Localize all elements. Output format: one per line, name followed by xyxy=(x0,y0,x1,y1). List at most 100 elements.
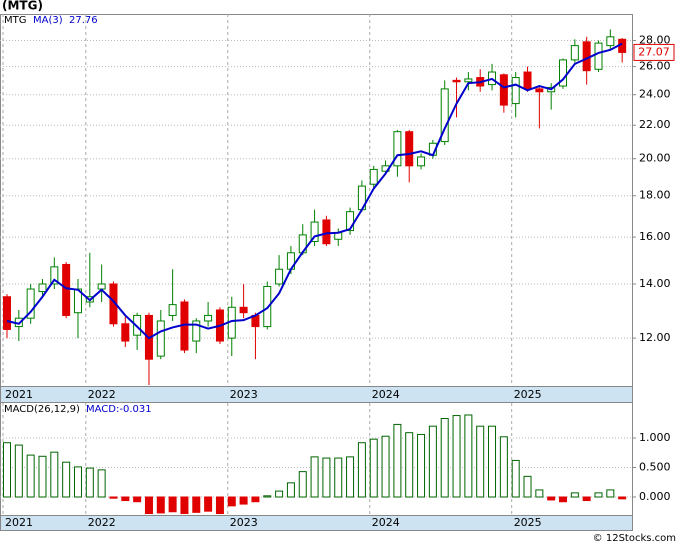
y-tick-label: 14.00 xyxy=(639,277,671,290)
candle-body xyxy=(62,263,71,316)
ma-line xyxy=(6,42,623,340)
macd-bar xyxy=(357,442,366,498)
macd-bar xyxy=(215,496,224,515)
macd-bar xyxy=(73,466,82,498)
y-tick-label: 0.000 xyxy=(639,490,671,503)
macd-bar xyxy=(499,436,508,498)
macd-bar xyxy=(559,496,568,503)
macd-bar xyxy=(180,496,189,515)
macd-bar xyxy=(3,442,11,498)
macd-bar xyxy=(227,496,236,507)
x-tick-label: 2024 xyxy=(372,516,400,529)
y-tick-label: 12.00 xyxy=(639,331,671,344)
x-tick-label: 2023 xyxy=(230,388,258,401)
macd-bar xyxy=(594,492,603,498)
candle-body xyxy=(452,79,461,83)
macd-bar xyxy=(286,482,295,498)
macd-bar xyxy=(109,496,118,499)
macd-bar xyxy=(144,496,153,515)
y-tick-label: 1.000 xyxy=(639,431,671,444)
y-tick-label: 16.00 xyxy=(639,230,671,243)
x-tick-label: 2023 xyxy=(230,516,258,529)
macd-bar xyxy=(405,432,414,498)
date-strip xyxy=(0,515,633,531)
y-tick-label: 24.00 xyxy=(639,88,671,101)
macd-bar xyxy=(452,415,461,498)
x-tick-label: 2024 xyxy=(372,388,400,401)
macd-bar xyxy=(369,438,378,498)
macd-bar xyxy=(322,457,331,498)
x-tick-label: 2021 xyxy=(5,516,33,529)
macd-bar xyxy=(251,496,260,503)
macd-bar xyxy=(298,471,307,498)
macd-bar xyxy=(121,496,130,502)
legend-label: MA(3) xyxy=(33,15,63,26)
macd-bar xyxy=(523,475,532,498)
y-tick-label: 18.00 xyxy=(639,189,671,202)
last-price-label: 27.07 xyxy=(638,45,670,58)
macd-bar xyxy=(239,496,248,505)
candle-body xyxy=(594,42,603,70)
macd-bar xyxy=(618,496,627,500)
macd-bar xyxy=(606,489,615,498)
macd-bar xyxy=(97,469,106,498)
candle-body xyxy=(346,211,355,232)
candle-body xyxy=(50,266,59,285)
candle-body xyxy=(417,156,426,167)
macd-bar xyxy=(310,456,319,498)
footer: © 12Stocks.com xyxy=(593,533,676,544)
macd-bar xyxy=(85,467,94,498)
y-tick-label: 22.00 xyxy=(639,118,671,131)
candle-body xyxy=(168,304,177,316)
candle-body xyxy=(393,131,402,167)
macd-bar xyxy=(168,496,177,513)
candle-body xyxy=(38,283,47,293)
candle-body xyxy=(582,41,591,72)
candle-body xyxy=(97,283,106,290)
candle-body xyxy=(322,219,331,245)
chart-title: (MTG) xyxy=(2,0,43,13)
y-tick-label: 20.00 xyxy=(639,152,671,165)
candle-body xyxy=(606,36,615,47)
candle-body xyxy=(239,306,248,314)
macd-bar xyxy=(192,496,201,513)
candle-body xyxy=(369,168,378,185)
y-tick-label: 26.00 xyxy=(639,60,671,73)
last-price-tag xyxy=(633,43,675,61)
macd-bar xyxy=(38,455,47,498)
symbol: MTG xyxy=(4,15,27,26)
y-tick-label: 0.500 xyxy=(639,460,671,473)
macd-bar xyxy=(26,454,35,498)
macd-bar xyxy=(440,418,449,498)
candle-body xyxy=(523,71,532,90)
candle-body xyxy=(192,320,201,342)
candle-body xyxy=(121,323,130,342)
macd-bar xyxy=(582,496,591,502)
macd-title: MACD(26,12,9) xyxy=(4,404,80,415)
macd-bar xyxy=(535,489,544,498)
candle-body xyxy=(405,131,414,167)
x-tick-label: 2022 xyxy=(88,516,116,529)
macd-bar xyxy=(511,459,520,498)
macd-bar xyxy=(346,456,355,498)
candle-body xyxy=(26,288,35,319)
candle-body xyxy=(440,88,449,143)
candle-body xyxy=(310,221,319,242)
candle-body xyxy=(204,314,213,322)
y-tick-label: 28.00 xyxy=(639,34,671,47)
macd-bar xyxy=(488,425,497,498)
macd-bar xyxy=(62,461,71,498)
macd-bar xyxy=(393,423,402,498)
macd-bar xyxy=(417,433,426,498)
x-tick-label: 2022 xyxy=(88,388,116,401)
macd-bar xyxy=(428,425,437,498)
macd-bar xyxy=(570,492,579,498)
macd-bar xyxy=(50,451,59,498)
legend-value: 27.76 xyxy=(69,15,98,26)
macd-bar xyxy=(464,414,473,498)
macd-bar xyxy=(14,444,23,498)
candle-body xyxy=(559,59,568,87)
